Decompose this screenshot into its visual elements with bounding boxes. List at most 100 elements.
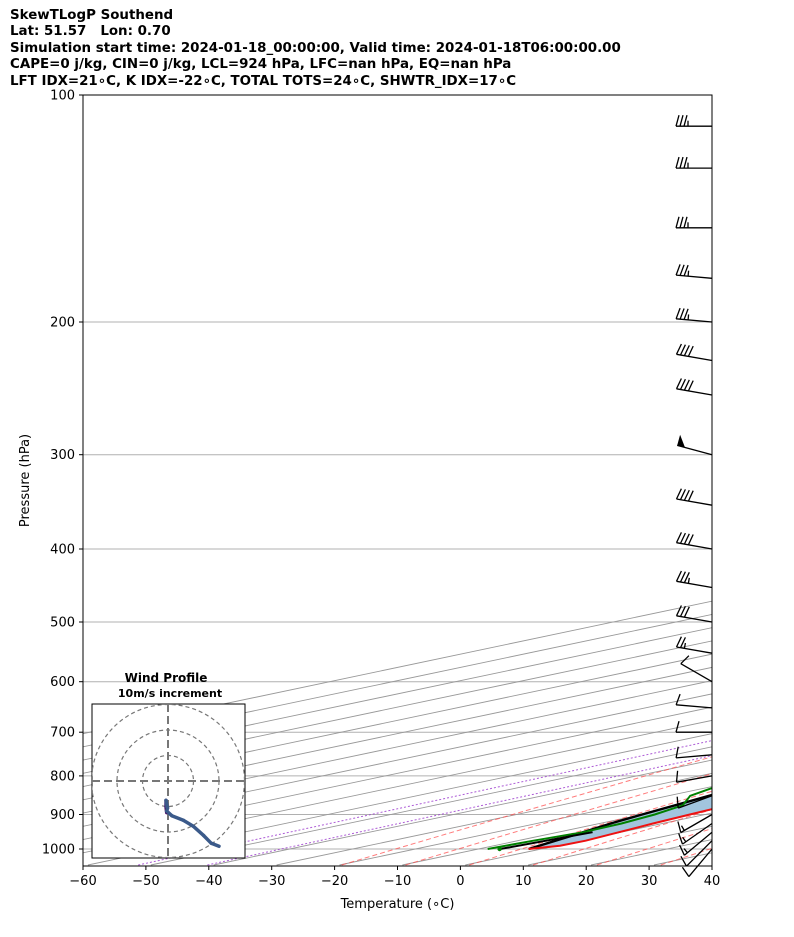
wind-barb-feather	[683, 156, 688, 169]
wind-barb-staff	[682, 822, 713, 845]
dry-adiabat-line	[788, 95, 794, 865]
wind-barb-staff	[676, 318, 713, 323]
wind-barb-staff	[676, 498, 713, 506]
y-tick-label: 500	[50, 616, 75, 631]
wind-barb-feather	[675, 343, 682, 355]
wind-barb-feather	[675, 216, 680, 228]
y-tick-label: 1000	[42, 843, 75, 858]
hodograph-plot	[92, 704, 245, 858]
x-tick-label: 0	[456, 874, 464, 889]
y-tick-label: 800	[50, 769, 75, 784]
wind-barbs	[675, 115, 713, 878]
isotherm-line	[717, 95, 794, 865]
wind-barb-feather	[675, 532, 682, 543]
isotherm-line	[83, 653, 712, 788]
wind-barb	[675, 532, 713, 550]
wind-barb-feather	[679, 378, 686, 390]
y-tick-label: 900	[50, 808, 75, 823]
surface-dewpoint-marker	[497, 846, 502, 852]
wind-barb	[675, 488, 713, 506]
isotherm-line	[83, 706, 712, 841]
wind-barb-feather	[675, 378, 682, 390]
wind-barb	[675, 378, 713, 396]
y-tick-label: 600	[50, 675, 75, 690]
wind-barb-half-feather	[683, 848, 688, 854]
isotherm-line	[591, 839, 712, 866]
wind-barb-feather	[687, 534, 694, 546]
y-axis-label: Pressure (hPa)	[18, 434, 33, 527]
x-tick-label: −60	[69, 874, 96, 889]
isotherm-line	[465, 812, 712, 866]
dewpoint-profile-line	[487, 787, 712, 850]
wind-barb-half-feather	[683, 642, 687, 649]
wind-barb-staff	[688, 848, 713, 878]
wind-barb-feather	[675, 307, 681, 320]
wind-barb	[675, 264, 713, 279]
wind-barb-feather	[680, 655, 690, 665]
wind-barb-feather	[683, 572, 690, 583]
wind-barb	[676, 795, 713, 809]
wind-barb-feather	[683, 379, 690, 391]
wind-barb-feather	[679, 344, 686, 356]
wind-barb-feather	[675, 264, 681, 276]
wind-barb-staff	[676, 615, 713, 623]
wind-barb	[680, 655, 713, 683]
wind-barb-feather	[679, 216, 684, 228]
wind-barb-staff	[686, 840, 713, 867]
wind-barb	[675, 770, 713, 783]
wind-barb-feather	[683, 533, 690, 545]
dry-adiabat-line	[341, 756, 712, 866]
y-tick-label: 400	[50, 543, 75, 558]
wind-barb	[677, 434, 713, 456]
wind-barb-staff	[676, 775, 713, 783]
wind-barb-staff	[676, 704, 713, 709]
wind-barb-feather	[681, 866, 690, 877]
wind-barb-feather	[683, 489, 690, 501]
wind-barb-feather	[683, 264, 689, 277]
wind-barb-staff	[676, 580, 713, 589]
y-tick-label: 700	[50, 726, 75, 741]
wind-barb	[675, 216, 712, 229]
isotherm-line	[87, 733, 712, 866]
wind-barb-staff	[676, 388, 713, 396]
isotherm-line	[653, 852, 712, 866]
x-tick-label: −30	[258, 874, 285, 889]
surface-parcel-segment	[500, 831, 593, 850]
wind-barb-feather	[687, 380, 694, 392]
wind-barb-half-feather	[682, 836, 687, 843]
isotherm-line	[83, 693, 712, 827]
wind-barb	[675, 721, 712, 733]
wind-barb-pennant	[677, 434, 685, 448]
wind-barb-feather	[680, 855, 688, 867]
wind-barb-feather	[679, 532, 686, 544]
wind-barb-feather	[687, 490, 694, 502]
wind-barb-feather	[679, 264, 685, 276]
wind-barb-feather	[675, 721, 680, 733]
wind-barb-feather	[683, 115, 688, 127]
wind-barb-half-feather	[687, 270, 690, 277]
wind-barb-feather	[675, 570, 682, 582]
wind-barb	[675, 343, 713, 362]
wind-barb	[675, 570, 713, 589]
y-tick-label: 200	[50, 316, 75, 331]
dry-adiabat-line	[405, 773, 712, 866]
hodograph-segment	[181, 818, 196, 829]
isotherm-line	[83, 680, 712, 814]
time-line: Simulation start time: 2024-01-18_00:00:…	[10, 40, 621, 56]
x-tick-label: 40	[704, 874, 721, 889]
wind-barb-feather	[678, 833, 684, 845]
wind-barb-feather	[675, 156, 680, 169]
wind-barb-feather	[679, 156, 684, 169]
dry-adiabat-line	[660, 847, 712, 866]
isotherm-line	[83, 719, 712, 854]
axes: −60 −50 −40 −30 −20 −10 0 10 20 30 40 100 200 300 400 5…	[42, 89, 720, 890]
wind-barb-feather	[676, 796, 679, 809]
dry-adiabat-line	[469, 790, 712, 866]
isotherm-line	[83, 640, 712, 774]
hodograph-title: Wind Profile	[125, 671, 208, 685]
isotherm-line	[150, 746, 712, 866]
x-axis-label: Temperature (∘C)	[340, 897, 455, 912]
wind-barb-feather	[683, 308, 689, 320]
wind-barb-feather	[675, 693, 681, 706]
wind-barb-feather	[675, 746, 679, 759]
